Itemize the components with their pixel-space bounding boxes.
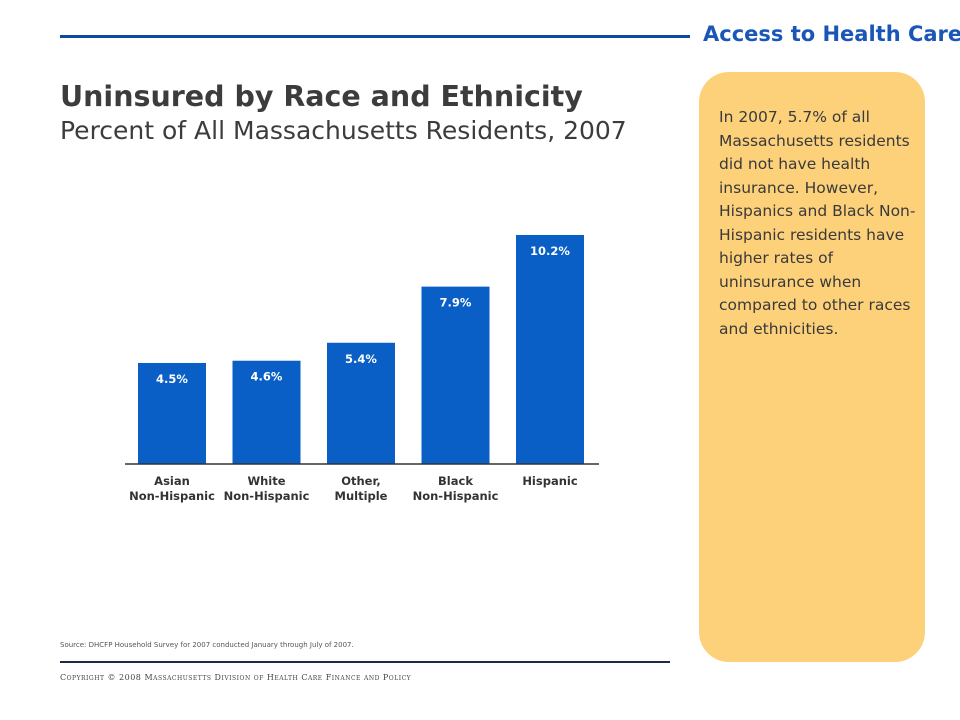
category-label-1-1: Non-Hispanic [224, 489, 310, 503]
bar-0 [138, 362, 206, 464]
category-label-4-0: Hispanic [522, 474, 578, 488]
callout-panel: In 2007, 5.7% of all Massachusetts resid… [699, 72, 925, 662]
header-rule [60, 35, 690, 38]
bar-4 [516, 235, 584, 464]
category-label-0-0: Asian [154, 474, 190, 488]
bar-value-label-0: 4.5% [156, 372, 188, 386]
copyright-text: Copyright © 2008 Massachusetts Division … [60, 673, 412, 682]
bar-3 [421, 286, 490, 464]
section-label: Access to Health Care [703, 22, 960, 46]
bar-chart: 4.5%AsianNon-Hispanic4.6%WhiteNon-Hispan… [125, 235, 599, 503]
bar-value-label-1: 4.6% [251, 370, 283, 384]
category-label-3-1: Non-Hispanic [413, 489, 499, 503]
category-label-3-0: Black [438, 474, 473, 488]
page-title: Uninsured by Race and Ethnicity [60, 80, 583, 113]
category-label-2-1: Multiple [335, 489, 388, 503]
bar-value-label-3: 7.9% [440, 296, 472, 310]
category-label-0-1: Non-Hispanic [129, 489, 215, 503]
bar-2 [327, 342, 395, 464]
category-label-2-0: Other, [341, 474, 381, 488]
callout-text: In 2007, 5.7% of all Massachusetts resid… [719, 108, 916, 338]
bar-value-label-2: 5.4% [345, 352, 377, 366]
bar-1 [232, 360, 301, 464]
page-subtitle: Percent of All Massachusetts Residents, … [60, 116, 627, 145]
footer-rule [60, 661, 670, 663]
source-note: Source: DHCFP Household Survey for 2007 … [60, 641, 354, 649]
bar-value-label-4: 10.2% [530, 244, 570, 258]
category-label-1-0: White [247, 474, 285, 488]
